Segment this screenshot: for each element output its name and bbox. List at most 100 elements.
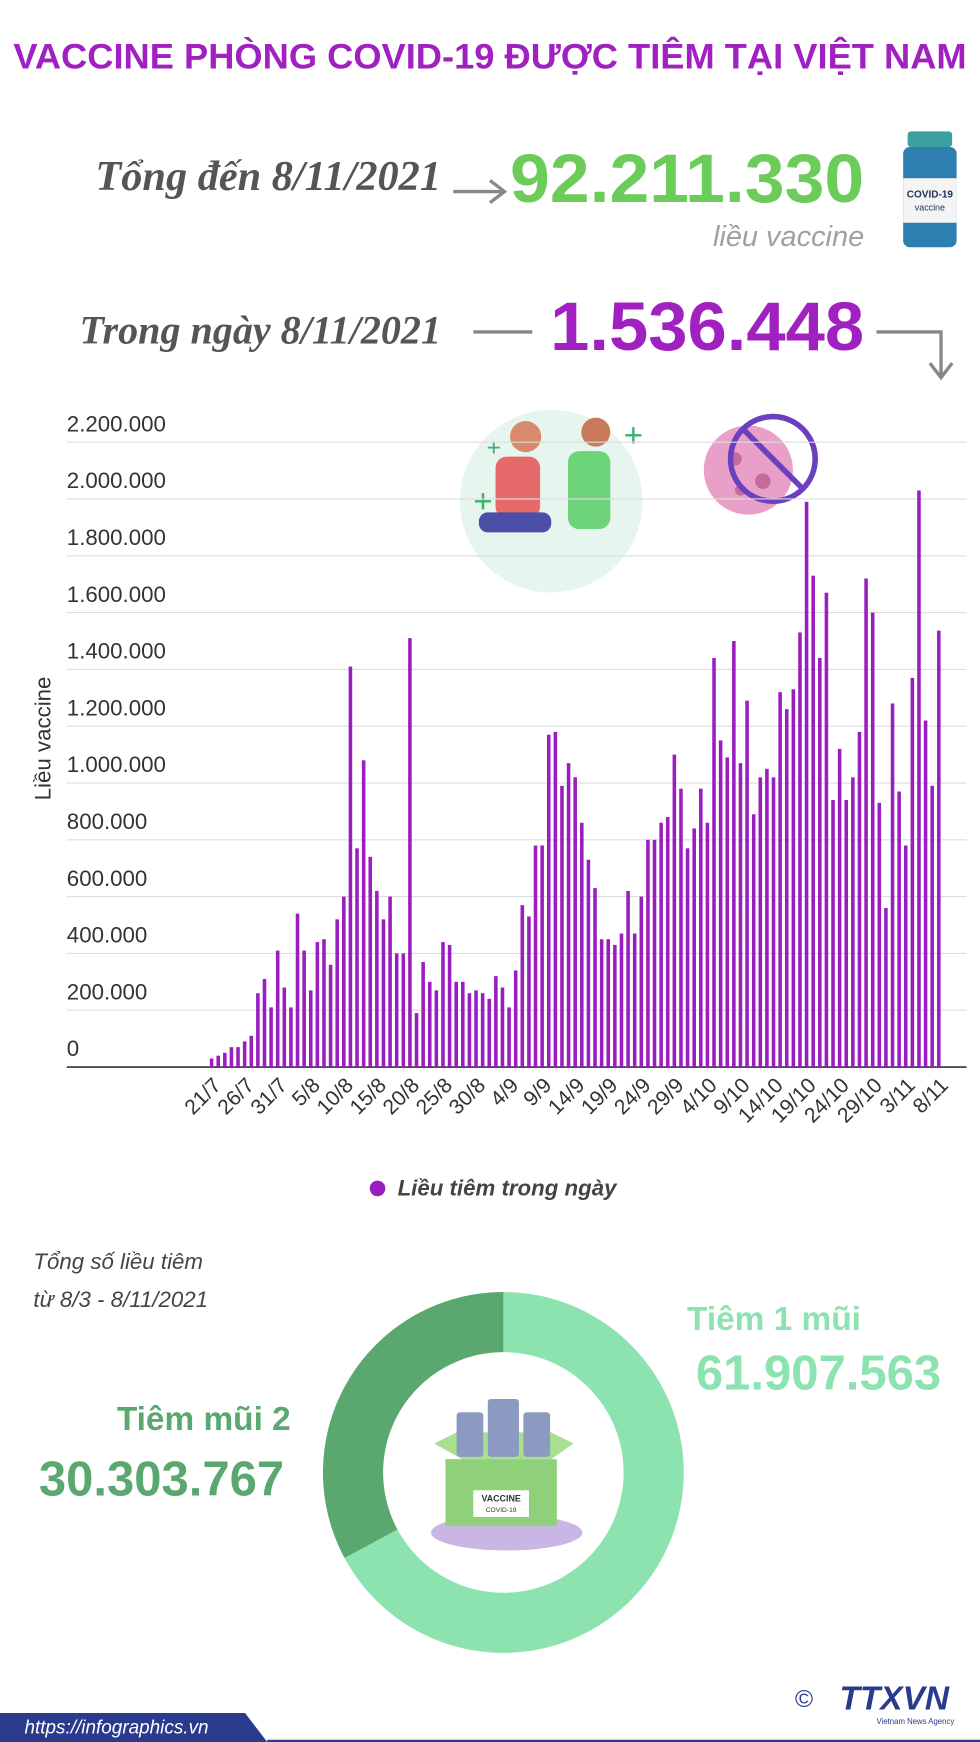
bar <box>699 788 703 1068</box>
bar <box>672 754 677 1068</box>
bar <box>930 785 934 1068</box>
svg-text:VACCINE: VACCINE <box>481 1494 520 1504</box>
bar <box>580 822 584 1068</box>
bar <box>447 944 452 1068</box>
bar <box>738 763 743 1068</box>
bar <box>474 990 478 1068</box>
y-tick-label: 1.000.000 <box>67 752 166 777</box>
bar <box>480 993 485 1068</box>
bar <box>381 919 386 1068</box>
bar <box>223 1052 227 1068</box>
bar <box>732 640 736 1068</box>
bar <box>870 612 875 1068</box>
bar <box>295 913 300 1068</box>
bar <box>639 896 644 1068</box>
y-tick-label: 1.800.000 <box>67 525 166 550</box>
illustration-virus <box>703 413 818 515</box>
bar <box>348 666 353 1068</box>
bar <box>923 720 928 1068</box>
bar <box>685 848 690 1068</box>
bar <box>408 638 412 1068</box>
bar <box>427 981 432 1068</box>
x-tick-label: 8/11 <box>909 1074 953 1118</box>
bar <box>692 828 696 1068</box>
bar <box>758 777 763 1068</box>
bar <box>546 734 551 1068</box>
bar <box>414 1013 419 1068</box>
bar <box>937 630 941 1068</box>
bar <box>513 970 518 1068</box>
bar <box>593 888 597 1068</box>
bar <box>540 845 544 1068</box>
bar <box>394 953 399 1068</box>
y-tick-label: 1.400.000 <box>67 639 166 664</box>
bar <box>751 814 756 1068</box>
daily-label: Trong ngày 8/11/2021 <box>80 307 441 352</box>
bar <box>573 777 577 1068</box>
bar <box>745 700 749 1068</box>
total-value: 92.211.330 <box>510 139 864 217</box>
bar <box>884 907 888 1068</box>
vaccine-vial: COVID-19 vaccine <box>903 131 957 248</box>
bar <box>560 785 564 1068</box>
x-tick-label: 30/8 <box>445 1074 490 1119</box>
y-tick-label: 0 <box>67 1036 79 1061</box>
bar <box>811 575 815 1068</box>
bar <box>322 939 326 1068</box>
svg-text:vaccine: vaccine <box>915 203 945 213</box>
bar <box>864 578 868 1068</box>
bar <box>771 777 776 1068</box>
bar <box>903 845 908 1068</box>
segment-value: 30.303.767 <box>39 1452 284 1506</box>
segment-label: Tiêm 1 mũi <box>687 1301 861 1338</box>
bar <box>725 757 730 1068</box>
arrow-down <box>876 330 954 381</box>
bar <box>837 748 842 1068</box>
bar <box>520 905 525 1068</box>
bar <box>831 800 835 1068</box>
y-tick-label: 600.000 <box>67 866 147 891</box>
svg-text:+: + <box>624 418 644 455</box>
bar <box>315 942 320 1068</box>
bar <box>242 1041 247 1068</box>
bar <box>679 788 683 1068</box>
bar <box>368 856 373 1068</box>
total-label: Tổng đến 8/11/2021 <box>95 153 441 200</box>
bar <box>500 987 505 1068</box>
svg-text:COVID-19: COVID-19 <box>486 1507 517 1514</box>
bar <box>718 740 723 1068</box>
bar <box>328 964 333 1068</box>
svg-text:COVID-19: COVID-19 <box>907 190 954 201</box>
daily-value: 1.536.448 <box>550 287 864 365</box>
bar <box>910 677 915 1068</box>
bar <box>275 950 280 1068</box>
legend-label: Liều tiêm trong ngày <box>398 1175 619 1200</box>
logo-sub: Vietnam News Agency <box>877 1717 955 1726</box>
arrow <box>453 179 508 205</box>
bar <box>566 763 571 1068</box>
bar <box>599 939 604 1068</box>
y-tick-label: 400.000 <box>67 923 147 948</box>
bar <box>461 981 465 1068</box>
bar <box>665 817 670 1068</box>
bar <box>507 1007 511 1068</box>
bar <box>487 998 492 1068</box>
bar <box>401 953 406 1068</box>
logo: TTXVN <box>839 1681 949 1718</box>
legend-marker <box>369 1180 386 1197</box>
y-tick-label: 2.200.000 <box>67 411 166 436</box>
bar <box>798 632 802 1068</box>
bar <box>778 692 782 1068</box>
y-axis-label: Liều vaccine <box>30 677 55 801</box>
bar <box>791 689 796 1068</box>
bar <box>441 942 445 1068</box>
svg-text:+: + <box>473 483 493 520</box>
bar <box>289 1007 293 1068</box>
bar <box>784 709 789 1068</box>
bar <box>302 950 306 1068</box>
pie-title: Tổng số liều tiêm <box>33 1249 203 1274</box>
bar <box>824 592 829 1068</box>
y-tick-label: 800.000 <box>67 809 147 834</box>
bar <box>765 768 769 1068</box>
